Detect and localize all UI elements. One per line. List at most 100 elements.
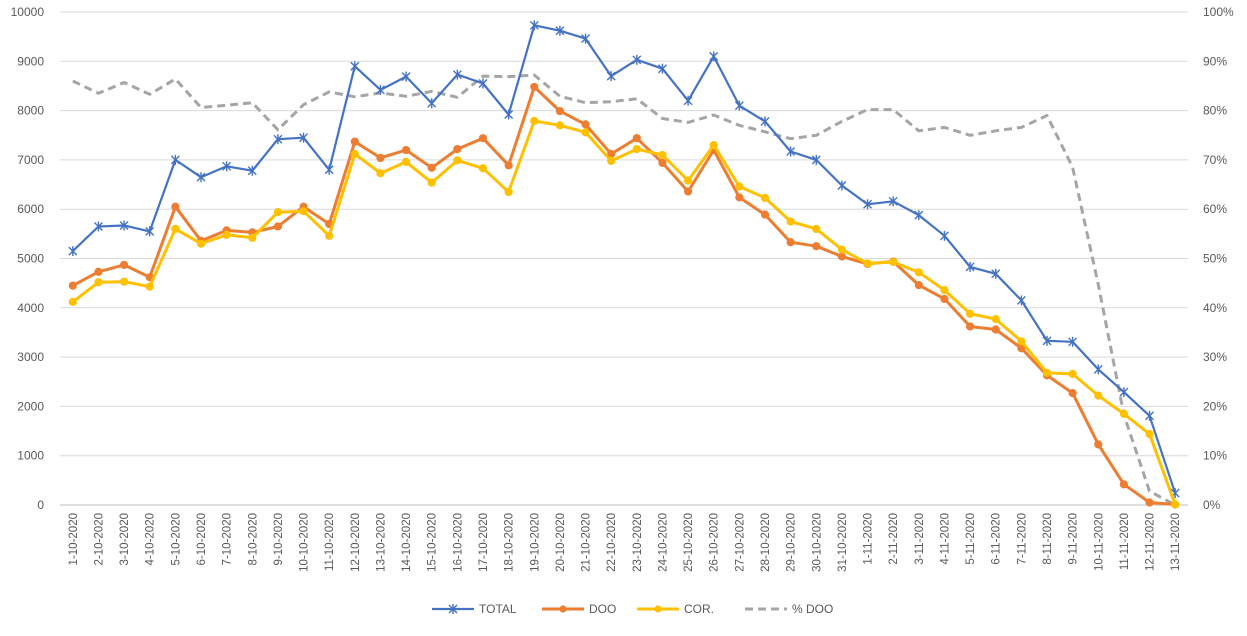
y-tick-label-right: 100% bbox=[1203, 5, 1234, 19]
data-point bbox=[119, 277, 129, 286]
y-tick-label-left: 10000 bbox=[11, 5, 45, 19]
x-tick-label: 4-11-2020 bbox=[939, 513, 951, 565]
data-point bbox=[581, 33, 591, 44]
data-point bbox=[632, 134, 641, 143]
legend-label: % DOO bbox=[792, 602, 833, 616]
legend-item: COR. bbox=[637, 602, 714, 616]
series-line bbox=[71, 24, 1177, 495]
data-point bbox=[606, 71, 616, 82]
series-group bbox=[68, 20, 1180, 509]
legend-label: DOO bbox=[589, 602, 616, 616]
x-tick-label: 18-10-2020 bbox=[504, 513, 516, 572]
gridlines bbox=[60, 11, 1188, 506]
data-point bbox=[1068, 336, 1078, 347]
data-point bbox=[119, 220, 129, 231]
x-tick-label: 12-10-2020 bbox=[350, 513, 362, 572]
data-point bbox=[683, 187, 693, 196]
x-tick-label: 11-11-2020 bbox=[1119, 513, 1131, 570]
data-point bbox=[1094, 391, 1103, 400]
y-tick-label-right: 10% bbox=[1203, 449, 1227, 463]
data-point bbox=[427, 98, 437, 109]
data-point bbox=[581, 128, 590, 137]
x-tick-label: 26-10-2020 bbox=[709, 513, 721, 572]
data-point bbox=[863, 259, 872, 268]
data-point bbox=[1042, 335, 1052, 346]
data-point bbox=[170, 154, 180, 165]
data-point bbox=[350, 137, 359, 146]
series-doo bbox=[68, 82, 1180, 509]
series-total bbox=[68, 20, 1180, 499]
data-point bbox=[427, 163, 436, 172]
data-point bbox=[657, 63, 667, 74]
data-point bbox=[222, 230, 231, 239]
y-tick-label-left: 0 bbox=[37, 498, 44, 512]
data-point bbox=[812, 224, 821, 234]
data-point bbox=[68, 246, 78, 257]
x-tick-label: 24-10-2020 bbox=[657, 513, 669, 572]
data-point bbox=[478, 78, 488, 89]
y-tick-label-right: 40% bbox=[1203, 301, 1227, 315]
series-line bbox=[71, 85, 1177, 506]
data-point bbox=[453, 144, 462, 154]
y-tick-label-right: 20% bbox=[1203, 399, 1227, 413]
x-tick-label: 13-11-2020 bbox=[1170, 513, 1182, 571]
y-axis-right: 0% 10% 20% 30% 40% 50% 60% 70% 80% 90% 100% bbox=[1203, 5, 1234, 512]
data-point bbox=[1016, 295, 1026, 306]
data-point bbox=[119, 260, 129, 270]
legend-marker bbox=[559, 605, 567, 613]
data-point bbox=[529, 20, 539, 31]
data-point bbox=[1094, 440, 1103, 449]
data-point bbox=[940, 294, 949, 304]
x-tick-label: 10-10-2020 bbox=[299, 513, 311, 572]
x-tick-label: 14-10-2020 bbox=[401, 513, 413, 572]
y-tick-label-left: 1000 bbox=[17, 449, 44, 463]
y-tick-label-left: 6000 bbox=[17, 202, 44, 216]
x-tick-label: 11-10-2020 bbox=[324, 513, 336, 571]
data-point bbox=[965, 309, 975, 318]
series-line bbox=[71, 119, 1177, 506]
legend-label: COR. bbox=[684, 602, 714, 616]
data-point bbox=[965, 322, 975, 331]
y-tick-label-left: 3000 bbox=[17, 350, 44, 364]
data-point bbox=[914, 281, 923, 290]
x-tick-label: 13-10-2020 bbox=[375, 513, 387, 572]
data-point bbox=[325, 231, 334, 240]
x-tick-label: 19-10-2020 bbox=[529, 513, 541, 572]
data-point bbox=[1119, 480, 1129, 489]
legend-marker bbox=[448, 604, 458, 614]
data-point bbox=[837, 252, 847, 261]
data-point bbox=[171, 224, 180, 234]
data-point bbox=[581, 120, 590, 129]
data-point bbox=[376, 153, 385, 163]
series-doo bbox=[72, 73, 1176, 507]
data-point bbox=[734, 100, 744, 111]
data-point bbox=[1017, 337, 1026, 346]
data-point bbox=[375, 84, 385, 95]
x-tick-label: 15-10-2020 bbox=[427, 513, 439, 572]
x-tick-label: 27-10-2020 bbox=[734, 513, 746, 572]
data-point bbox=[401, 157, 411, 166]
data-point bbox=[401, 145, 411, 155]
data-point bbox=[478, 164, 488, 173]
data-point bbox=[632, 54, 642, 65]
data-point bbox=[94, 278, 103, 287]
data-point bbox=[248, 233, 257, 242]
y-axis-left: 0 1000 2000 3000 4000 5000 6000 7000 8000 9000 100… bbox=[11, 5, 45, 512]
data-point bbox=[427, 178, 436, 187]
data-point bbox=[1093, 364, 1103, 375]
x-tick-label: 3-11-2020 bbox=[914, 513, 926, 565]
data-point bbox=[555, 25, 565, 36]
data-point bbox=[735, 182, 744, 191]
data-point bbox=[273, 222, 283, 231]
y-tick-label-left: 7000 bbox=[17, 153, 44, 167]
data-point bbox=[196, 239, 206, 248]
x-tick-label: 30-10-2020 bbox=[811, 513, 823, 572]
legend-item: DOO bbox=[542, 602, 616, 616]
x-tick-label: 25-10-2020 bbox=[683, 513, 695, 572]
data-point bbox=[709, 141, 718, 150]
data-point bbox=[1068, 388, 1077, 398]
data-point bbox=[196, 172, 206, 183]
x-tick-label: 2-10-2020 bbox=[93, 513, 105, 565]
data-point bbox=[607, 156, 616, 165]
